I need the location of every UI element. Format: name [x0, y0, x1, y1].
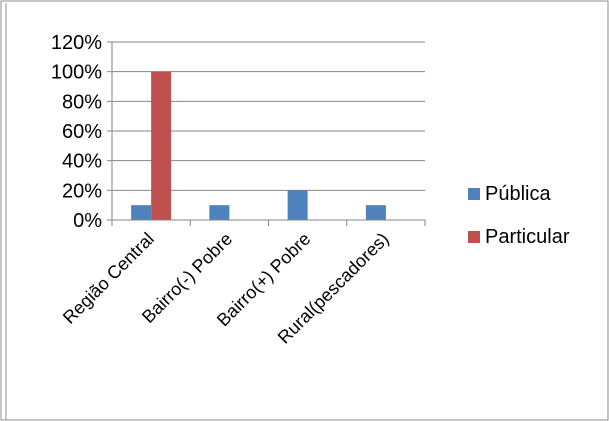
- bar-publica: [287, 190, 308, 220]
- bars: [131, 71, 386, 221]
- legend-label: Pública: [485, 183, 551, 205]
- bar-publica: [365, 205, 386, 220]
- y-tick-label: 80%: [62, 91, 102, 113]
- legend-label: Particular: [485, 226, 570, 248]
- bar-publica: [209, 205, 230, 220]
- y-tick-label: 0%: [73, 210, 102, 232]
- bar-particular: [151, 71, 172, 221]
- y-axis-ticks: 0% 20% 40% 60% 80% 100% 120%: [51, 32, 102, 232]
- axes: [107, 41, 426, 226]
- y-tick-label: 120%: [51, 32, 102, 54]
- y-tick-label: 40%: [62, 151, 102, 173]
- bar-publica: [131, 205, 152, 220]
- legend: Pública Particular: [468, 183, 570, 248]
- legend-swatch: [468, 188, 480, 200]
- y-tick-label: 100%: [51, 62, 102, 84]
- y-tick-label: 20%: [62, 180, 102, 202]
- y-tick-label: 60%: [62, 121, 102, 143]
- legend-swatch: [468, 231, 480, 243]
